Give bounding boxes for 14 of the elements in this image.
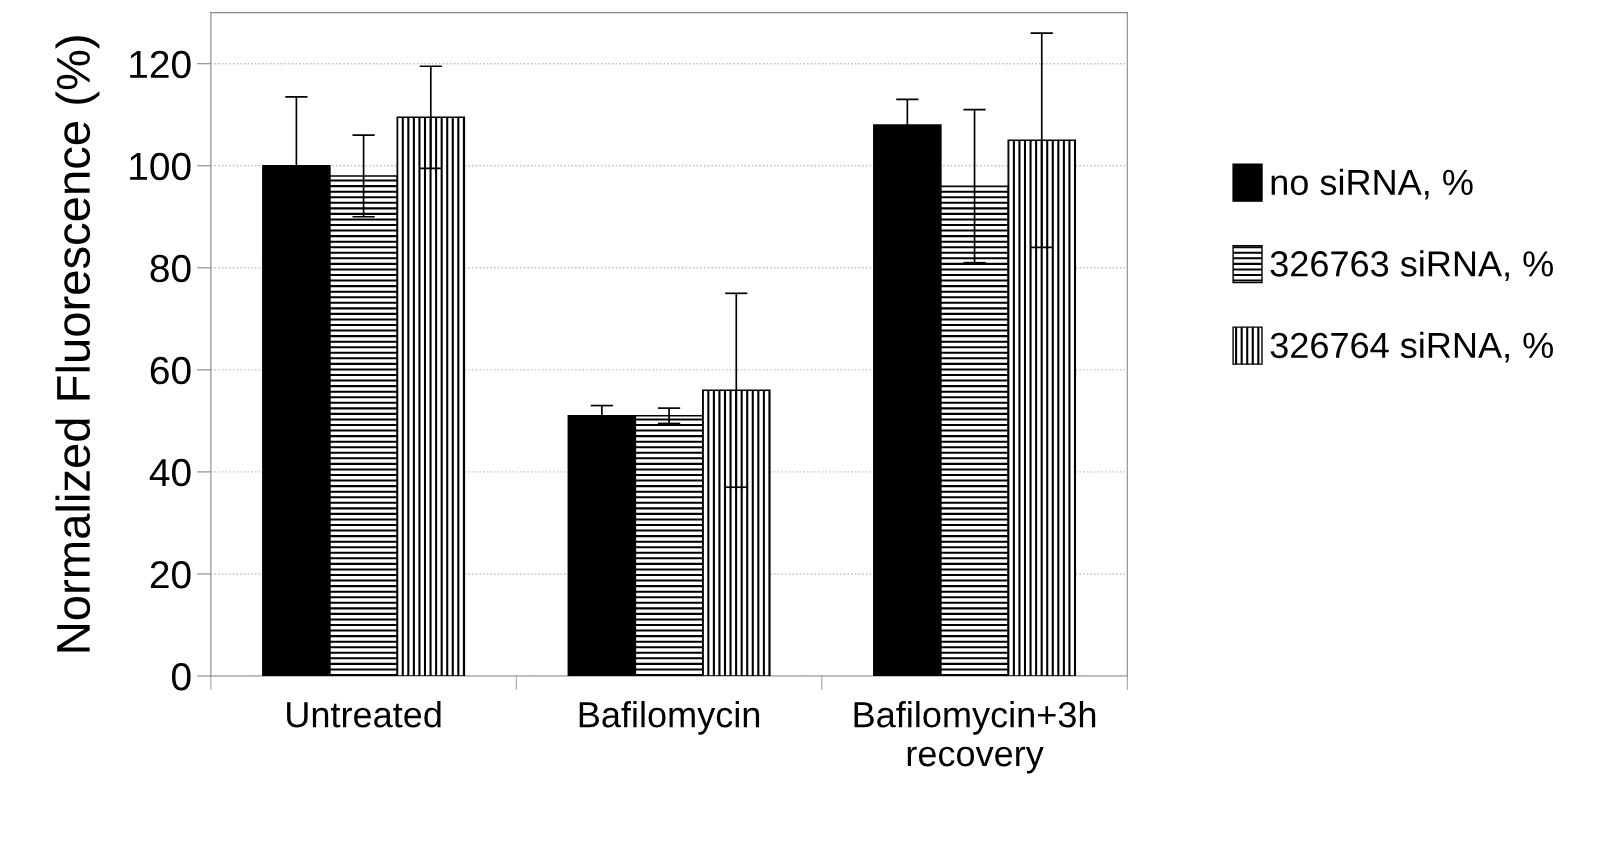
y-tick-label: 0: [172, 662, 191, 691]
legend-label: 326764 siRNA, %: [1270, 331, 1553, 363]
x-tick-label: Untreated: [287, 701, 441, 728]
y-tick-label: 100: [130, 152, 191, 181]
y-tick-label: 60: [150, 356, 191, 385]
legend-label: no siRNA, %: [1271, 168, 1473, 200]
legend-label: 326763 siRNA, %: [1270, 250, 1553, 281]
y-tick-label: 80: [150, 254, 191, 283]
y-axis-title: Normalized Fluorescence (%): [55, 36, 100, 652]
y-tick-label: 20: [150, 560, 191, 589]
y-tick-label: 120: [130, 50, 191, 79]
y-tick-label: 40: [149, 458, 191, 487]
x-tick-label: Bafilomycin+3h recovery: [854, 701, 1096, 774]
x-tick-label: Bafilomycin: [579, 701, 760, 735]
